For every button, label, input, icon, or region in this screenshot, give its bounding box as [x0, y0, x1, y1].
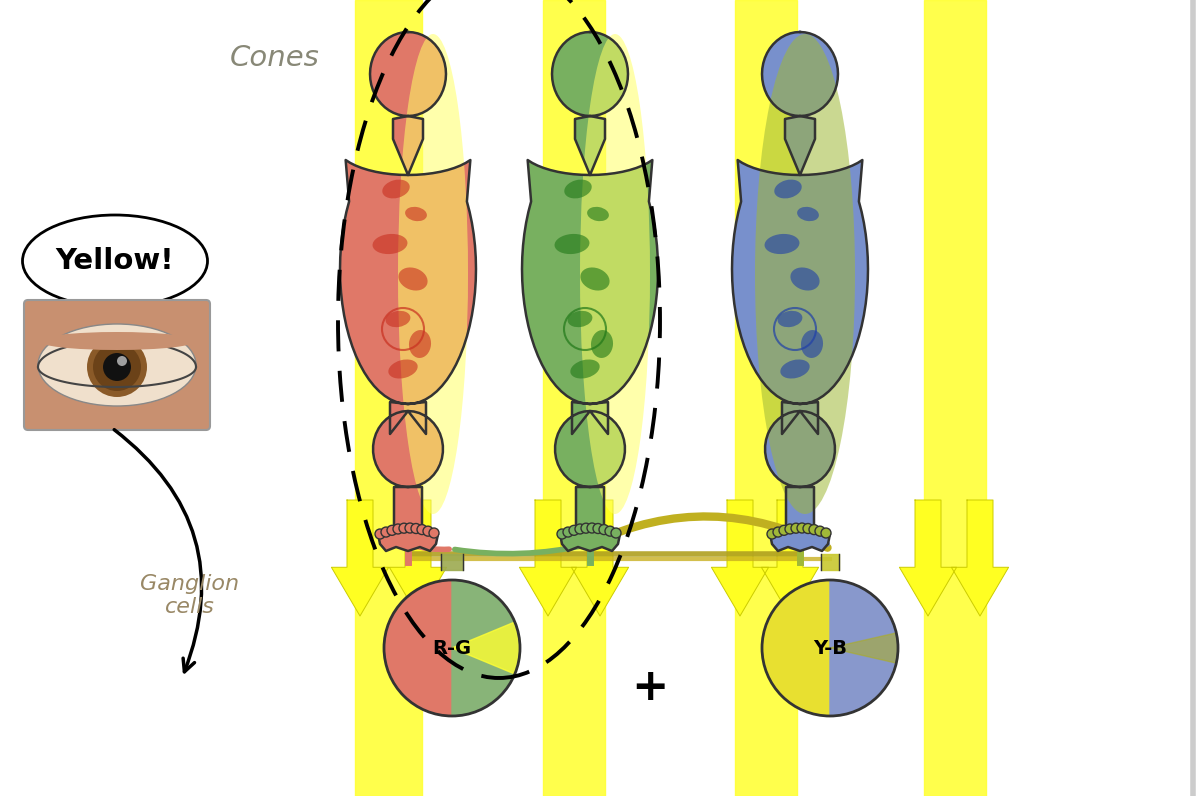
Circle shape	[103, 353, 131, 381]
Circle shape	[809, 525, 819, 535]
Ellipse shape	[791, 267, 820, 291]
Polygon shape	[389, 500, 447, 616]
Circle shape	[563, 527, 573, 537]
Circle shape	[791, 523, 801, 533]
Ellipse shape	[398, 267, 428, 291]
Polygon shape	[571, 500, 629, 616]
Ellipse shape	[382, 180, 410, 198]
Polygon shape	[543, 0, 605, 796]
Text: R-G: R-G	[433, 638, 471, 657]
Ellipse shape	[780, 360, 810, 379]
Ellipse shape	[386, 310, 410, 327]
Ellipse shape	[801, 330, 823, 358]
Circle shape	[557, 529, 567, 539]
Polygon shape	[831, 633, 898, 663]
Circle shape	[593, 524, 603, 533]
Ellipse shape	[587, 207, 609, 221]
Circle shape	[417, 525, 427, 535]
Circle shape	[803, 524, 813, 533]
Circle shape	[87, 337, 147, 397]
Ellipse shape	[570, 360, 600, 379]
Ellipse shape	[405, 207, 427, 221]
Ellipse shape	[388, 360, 417, 379]
Circle shape	[569, 525, 579, 536]
Ellipse shape	[774, 180, 802, 198]
Ellipse shape	[38, 324, 196, 406]
Polygon shape	[899, 500, 957, 616]
Ellipse shape	[554, 234, 589, 254]
Text: Ganglion
cells: Ganglion cells	[141, 574, 239, 617]
Polygon shape	[452, 622, 520, 674]
Text: Cones: Cones	[230, 44, 320, 72]
Circle shape	[767, 529, 776, 539]
Polygon shape	[452, 580, 520, 716]
Polygon shape	[924, 0, 986, 796]
Circle shape	[785, 524, 795, 534]
Circle shape	[581, 523, 591, 533]
Polygon shape	[761, 500, 819, 616]
Ellipse shape	[373, 234, 407, 254]
Circle shape	[611, 528, 621, 538]
Ellipse shape	[398, 34, 468, 514]
Circle shape	[117, 356, 127, 366]
Circle shape	[405, 523, 415, 533]
Circle shape	[605, 526, 615, 537]
Ellipse shape	[581, 267, 609, 291]
Circle shape	[587, 523, 597, 533]
Ellipse shape	[581, 34, 650, 514]
Polygon shape	[831, 580, 898, 716]
Text: Y-B: Y-B	[813, 638, 847, 657]
Ellipse shape	[591, 330, 613, 358]
Polygon shape	[821, 554, 839, 570]
Polygon shape	[332, 500, 388, 616]
FancyBboxPatch shape	[24, 300, 210, 430]
Polygon shape	[355, 0, 422, 796]
Ellipse shape	[409, 330, 432, 358]
Ellipse shape	[38, 332, 196, 350]
Circle shape	[797, 523, 807, 533]
Polygon shape	[732, 32, 868, 551]
Circle shape	[429, 528, 439, 538]
Circle shape	[575, 524, 585, 534]
Circle shape	[821, 528, 831, 538]
Polygon shape	[383, 580, 452, 716]
Circle shape	[815, 526, 825, 537]
Ellipse shape	[778, 310, 803, 327]
Ellipse shape	[797, 207, 819, 221]
Ellipse shape	[764, 234, 799, 254]
Polygon shape	[522, 32, 657, 551]
Ellipse shape	[564, 180, 591, 198]
Polygon shape	[340, 32, 476, 551]
Circle shape	[375, 529, 385, 539]
Polygon shape	[712, 500, 768, 616]
Circle shape	[423, 526, 433, 537]
Polygon shape	[762, 580, 831, 716]
Circle shape	[411, 524, 421, 533]
Ellipse shape	[567, 310, 593, 327]
Ellipse shape	[755, 34, 855, 514]
Circle shape	[387, 525, 397, 536]
Circle shape	[599, 525, 609, 535]
Circle shape	[773, 527, 783, 537]
Circle shape	[93, 343, 141, 391]
Text: +: +	[631, 666, 668, 709]
Circle shape	[399, 523, 409, 533]
Text: Yellow!: Yellow!	[55, 247, 174, 275]
Polygon shape	[952, 500, 1008, 616]
Circle shape	[779, 525, 789, 536]
Circle shape	[381, 527, 391, 537]
Ellipse shape	[23, 215, 208, 307]
Polygon shape	[519, 500, 577, 616]
Polygon shape	[734, 0, 797, 796]
Circle shape	[393, 524, 403, 534]
Polygon shape	[125, 304, 143, 349]
Polygon shape	[441, 554, 463, 570]
